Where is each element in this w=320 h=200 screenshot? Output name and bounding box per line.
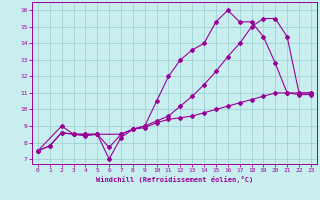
X-axis label: Windchill (Refroidissement éolien,°C): Windchill (Refroidissement éolien,°C)	[96, 176, 253, 183]
